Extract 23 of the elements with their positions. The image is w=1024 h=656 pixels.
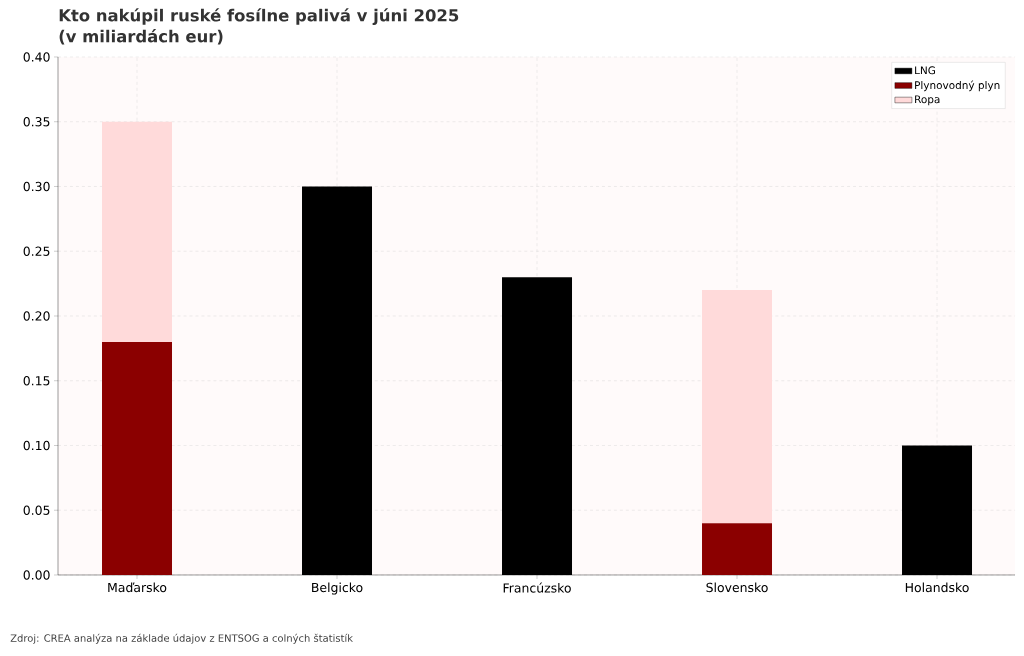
x-tick-label: Maďarsko bbox=[108, 582, 167, 593]
y-tick-label: 0.25 bbox=[23, 246, 50, 256]
y-tick-label: 0.40 bbox=[23, 52, 50, 62]
bar bbox=[702, 290, 773, 524]
text: Zdroj: CREA analýza na základe údajov z ENTSOG a colných štatistík bbox=[10, 633, 353, 644]
chart-title: Kto nakúpil ruské fosílne palivá v júni 2025 (v miliardách eur) bbox=[59, 8, 459, 45]
bar bbox=[102, 121, 173, 342]
x-tick-label: Slovensko bbox=[706, 582, 768, 593]
bar bbox=[102, 341, 173, 575]
y-tick-label: 0.05 bbox=[23, 505, 50, 515]
y-tick-label: 0.00 bbox=[23, 570, 50, 580]
y-tick-label: 0.15 bbox=[23, 376, 50, 386]
legend-label: Ropa bbox=[915, 95, 940, 106]
x-tick-label: Belgicko bbox=[312, 582, 363, 595]
legend-label: LNG bbox=[915, 66, 935, 75]
legend-label: Plynovodný plyn bbox=[915, 80, 1000, 92]
y-tick-label: 0.10 bbox=[23, 440, 50, 451]
x-tick-label: Francúzsko bbox=[503, 582, 571, 593]
y-tick-label: 0.35 bbox=[23, 117, 50, 127]
x-tick-label: Holandsko bbox=[905, 582, 969, 593]
bar bbox=[702, 523, 773, 575]
y-tick-label: 0.30 bbox=[23, 181, 50, 192]
y-tick-label: 0.20 bbox=[23, 311, 50, 321]
